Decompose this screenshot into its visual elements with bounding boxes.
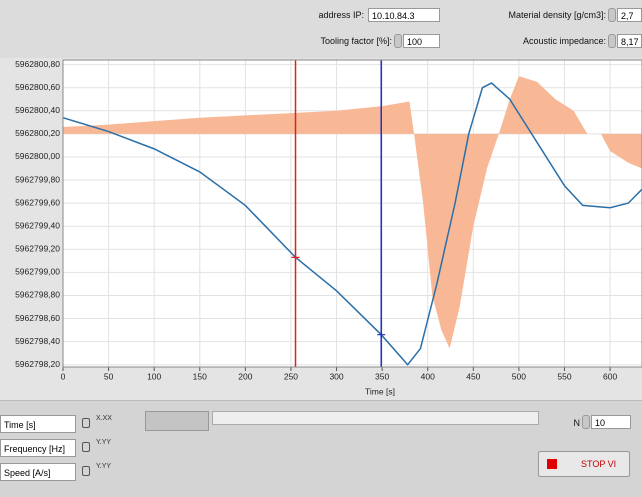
y-tick-label: 5962798,60 xyxy=(15,313,60,323)
x-tick-label: 100 xyxy=(147,371,161,381)
label: Tooling factor [%]: xyxy=(320,36,392,46)
x-tick-label: 400 xyxy=(421,371,435,381)
scale-format[interactable]: Y.YY xyxy=(96,463,112,470)
spinner[interactable] xyxy=(582,415,590,429)
x-tick-label: 50 xyxy=(104,371,114,381)
area xyxy=(63,76,642,349)
scale-name[interactable]: Speed [A/s] xyxy=(0,463,76,481)
scale-name[interactable]: Time [s] xyxy=(0,415,76,433)
ip-input[interactable]: 10.10.84.3 xyxy=(368,8,440,22)
y-tick-label: 5962798,40 xyxy=(15,336,60,346)
graph-palette[interactable] xyxy=(145,411,209,431)
cursor-marker xyxy=(377,330,386,339)
label: Acoustic impedance: xyxy=(522,36,606,46)
x-tick-label: 300 xyxy=(329,371,343,381)
x-tick-label: 350 xyxy=(375,371,389,381)
y-tick-label: 5962800,20 xyxy=(15,128,60,138)
cursor-marker xyxy=(291,253,300,262)
x-axis-label: Time [s] xyxy=(365,386,395,396)
y-tick-label: 5962800,60 xyxy=(15,82,60,92)
y-tick-label: 5962798,80 xyxy=(15,290,60,300)
plot-border xyxy=(62,59,642,368)
line xyxy=(63,82,642,366)
lock-icon[interactable] xyxy=(82,442,90,452)
scale-format[interactable]: Y.YY xyxy=(96,439,112,446)
x-tick-label: 450 xyxy=(466,371,480,381)
y-tick-label: 5962800,80 xyxy=(15,59,60,69)
tooling-input[interactable]: 100 xyxy=(403,34,440,48)
stop-icon xyxy=(547,459,557,469)
lock-icon[interactable] xyxy=(82,418,90,428)
x-tick-label: 200 xyxy=(238,371,252,381)
impedance-input[interactable]: 8,17 xyxy=(617,34,642,48)
x-tick-label: 250 xyxy=(284,371,298,381)
y-tick-label: 5962798,20 xyxy=(15,359,60,369)
label: Material density [g/cm3]: xyxy=(508,10,606,20)
y-tick-label: 5962800,40 xyxy=(15,105,60,115)
scale-format[interactable]: X.XX xyxy=(96,415,112,422)
chart: 5962800,80 5962800,60 5962800,40 5962800,20… xyxy=(0,58,642,400)
spinner[interactable] xyxy=(608,34,616,48)
y-tick-label: 5962799,00 xyxy=(15,267,60,277)
lock-icon[interactable] xyxy=(82,466,90,476)
y-tick-label: 5962799,20 xyxy=(15,244,60,254)
label: N xyxy=(573,418,581,428)
x-tick-label: 600 xyxy=(603,371,617,381)
density-input[interactable]: 2,7 xyxy=(617,8,642,22)
x-tick-label: 550 xyxy=(557,371,571,381)
stop-button[interactable]: STOP VI xyxy=(538,451,630,477)
spinner[interactable] xyxy=(394,34,402,48)
scrollbar[interactable] xyxy=(212,411,539,425)
plot xyxy=(63,76,642,366)
spinner[interactable] xyxy=(608,8,616,22)
x-tick-label: 0 xyxy=(61,371,66,381)
top-panel: address IP: 10.10.84.3 Tooling factor [%… xyxy=(0,0,642,59)
x-tick-label: 150 xyxy=(193,371,207,381)
n-input[interactable]: 10 xyxy=(591,415,631,429)
y-tick-label: 5962799,40 xyxy=(15,220,60,230)
x-tick-label: 500 xyxy=(512,371,526,381)
button-label: STOP VI xyxy=(581,459,617,469)
scale-name[interactable]: Frequency [Hz] xyxy=(0,439,76,457)
y-tick-label: 5962799,60 xyxy=(15,197,60,207)
bottom-panel: Time [s] X.XX Frequency [Hz] Y.YY Speed [A/s… xyxy=(0,400,642,497)
y-tick-label: 5962799,80 xyxy=(15,174,60,184)
label: address IP: xyxy=(318,10,364,20)
y-tick-label: 5962800,00 xyxy=(15,151,60,161)
